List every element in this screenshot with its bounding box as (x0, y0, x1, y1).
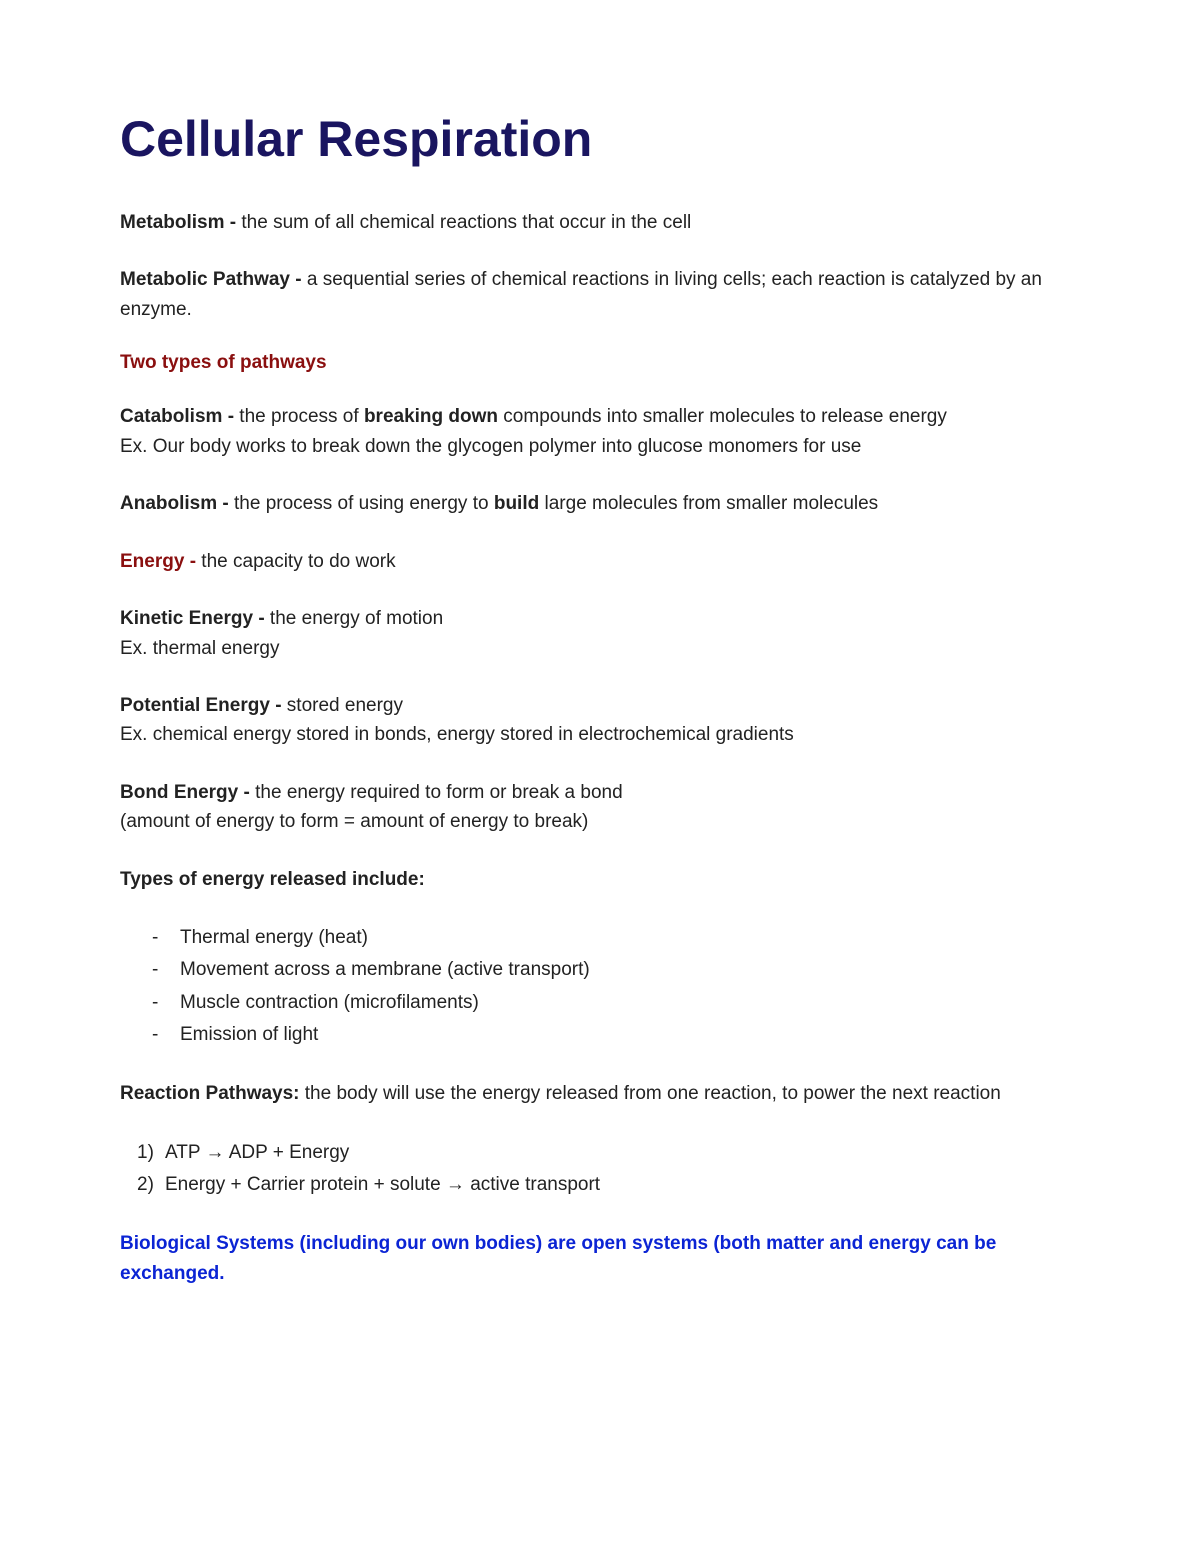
text-kinetic: the energy of motion (265, 608, 444, 629)
term-kinetic: Kinetic Energy - (120, 608, 265, 629)
catabolism-post: compounds into smaller molecules to rele… (498, 406, 947, 427)
def-kinetic-energy: Kinetic Energy - the energy of motion Ex… (120, 604, 1080, 663)
def-catabolism: Catabolism - the process of breaking dow… (120, 402, 1080, 461)
text-metabolism: the sum of all chemical reactions that o… (236, 212, 691, 233)
anabolism-bold: build (494, 493, 539, 514)
catabolism-bold: breaking down (364, 406, 498, 427)
catabolism-example: Ex. Our body works to break down the gly… (120, 436, 861, 457)
types-heading-text: Types of energy released include: (120, 869, 425, 890)
def-anabolism: Anabolism - the process of using energy … (120, 489, 1080, 518)
anabolism-pre: the process of using energy to (229, 493, 494, 514)
list-energy-types: Thermal energy (heat) Movement across a … (120, 922, 1080, 1051)
list-item: Energy + Carrier protein + solute → acti… (165, 1169, 1080, 1201)
document-page: Cellular Respiration Metabolism - the su… (0, 0, 1200, 1553)
heading-types-energy-released: Types of energy released include: (120, 865, 1080, 894)
page-title: Cellular Respiration (120, 110, 1080, 168)
def-energy: Energy - the capacity to do work (120, 547, 1080, 576)
def-metabolism: Metabolism - the sum of all chemical rea… (120, 208, 1080, 237)
term-energy: Energy - (120, 551, 196, 572)
def-reaction-pathways: Reaction Pathways: the body will use the… (120, 1079, 1080, 1108)
bond-note: (amount of energy to form = amount of en… (120, 811, 588, 832)
text-reaction-pathways: the body will use the energy released fr… (300, 1083, 1001, 1104)
list-item: Emission of light (180, 1019, 1080, 1051)
text-bond: the energy required to form or break a b… (250, 782, 623, 803)
def-bond-energy: Bond Energy - the energy required to for… (120, 778, 1080, 837)
list-item: Movement across a membrane (active trans… (180, 954, 1080, 986)
potential-example: Ex. chemical energy stored in bonds, ene… (120, 724, 794, 745)
term-potential: Potential Energy - (120, 695, 282, 716)
list-item: Thermal energy (heat) (180, 922, 1080, 954)
term-reaction-pathways: Reaction Pathways: (120, 1083, 300, 1104)
text-potential: stored energy (282, 695, 403, 716)
anabolism-post: large molecules from smaller molecules (539, 493, 878, 514)
list-item: ATP → ADP + Energy (165, 1137, 1080, 1169)
list-item: Muscle contraction (microfilaments) (180, 987, 1080, 1019)
term-metabolic-pathway: Metabolic Pathway - (120, 269, 302, 290)
note-biological-systems: Biological Systems (including our own bo… (120, 1229, 1080, 1288)
term-anabolism: Anabolism - (120, 493, 229, 514)
term-metabolism: Metabolism - (120, 212, 236, 233)
catabolism-pre: the process of (234, 406, 364, 427)
term-bond: Bond Energy - (120, 782, 250, 803)
kinetic-example: Ex. thermal energy (120, 638, 279, 659)
def-potential-energy: Potential Energy - stored energy Ex. che… (120, 691, 1080, 750)
def-metabolic-pathway: Metabolic Pathway - a sequential series … (120, 265, 1080, 324)
list-reactions: ATP → ADP + Energy Energy + Carrier prot… (120, 1137, 1080, 1202)
text-energy: the capacity to do work (196, 551, 396, 572)
term-catabolism: Catabolism - (120, 406, 234, 427)
heading-two-types-pathways: Two types of pathways (120, 352, 1080, 374)
